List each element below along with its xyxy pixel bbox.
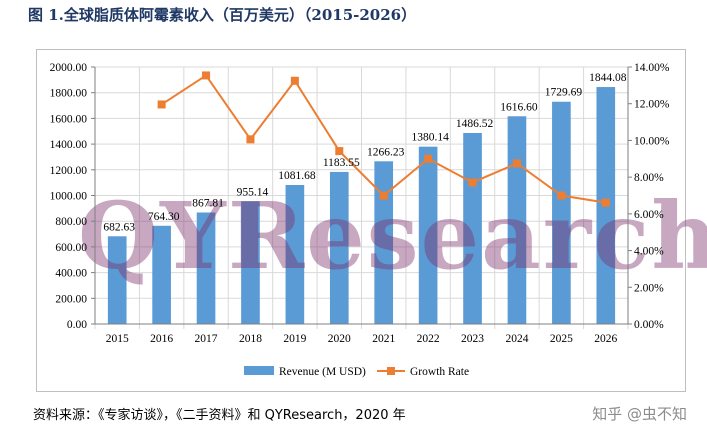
y-right-tick-label: 10.00%: [634, 135, 670, 147]
bar: [329, 171, 349, 324]
x-tick-label: 2020: [328, 333, 351, 345]
x-tick-label: 2021: [372, 333, 395, 345]
x-tick-label: 2022: [417, 333, 440, 345]
bar: [507, 116, 527, 324]
y-right-tick-label: 2.00%: [634, 282, 664, 294]
chart-title: 图 1.全球脂质体阿霉素收入（百万美元）（2015-2026）: [28, 6, 417, 24]
y-left-tick-label: 200.00: [55, 293, 87, 305]
legend-swatch-revenue: [244, 366, 274, 375]
x-tick-label: 2025: [550, 333, 573, 345]
bar-value-label: 955.14: [237, 186, 269, 198]
x-tick-label: 2024: [505, 333, 528, 345]
y-left-tick-label: 1600.00: [50, 113, 88, 125]
y-right-tick-label: 0.00%: [634, 319, 664, 331]
growth-rate-point: [335, 147, 344, 156]
watermark: QYResearch: [78, 182, 707, 290]
y-left-tick-label: 1200.00: [50, 165, 88, 177]
bar: [552, 101, 571, 324]
y-right-tick-label: 14.00%: [634, 62, 670, 74]
y-right-tick-label: 4.00%: [634, 246, 664, 258]
x-tick-label: 2015: [106, 333, 129, 345]
chart-frame: [36, 49, 686, 392]
growth-rate-point: [379, 191, 388, 200]
y-left-tick-label: 800.00: [55, 216, 87, 228]
legend-marker-growth: [387, 367, 395, 375]
y-left-tick-label: 1800.00: [50, 88, 88, 100]
y-left-tick-label: 1000.00: [50, 191, 88, 203]
bar-value-label: 867.81: [192, 197, 224, 209]
bar: [374, 161, 394, 324]
growth-rate-point: [424, 154, 433, 163]
y-left-tick-label: 1400.00: [50, 139, 88, 151]
y-left-tick-label: 400.00: [55, 268, 87, 280]
bar-value-label: 1486.52: [456, 118, 494, 130]
source-note: 资料来源：《专家访谈》，《二手资料》和 QYResearch，2020 年: [33, 408, 406, 423]
growth-rate-point: [290, 76, 299, 85]
growth-rate-point: [202, 71, 211, 80]
bar-value-label: 1380.14: [411, 132, 449, 144]
bar: [285, 185, 305, 324]
bar-value-label: 1183.55: [323, 157, 360, 169]
y-left-tick-label: 600.00: [55, 242, 87, 254]
x-tick-label: 2023: [461, 333, 484, 345]
y-right-tick-label: 12.00%: [634, 99, 670, 111]
bar-value-label: 1081.68: [278, 170, 316, 182]
growth-rate-point: [601, 198, 610, 207]
growth-rate-point: [512, 159, 521, 168]
growth-rate-point: [157, 100, 166, 109]
bar-value-label: 1844.08: [589, 72, 627, 84]
bar-value-label: 682.63: [103, 221, 135, 233]
y-left-tick-label: 0.00: [67, 319, 87, 331]
y-right-tick-label: 8.00%: [634, 172, 664, 184]
x-tick-label: 2017: [195, 333, 218, 345]
zhihu-credit: 知乎 @虫不知: [592, 405, 687, 423]
x-tick-label: 2018: [239, 333, 262, 345]
x-tick-label: 2016: [150, 333, 173, 345]
bar: [152, 225, 171, 324]
bar: [196, 212, 216, 324]
x-tick-label: 2026: [594, 333, 617, 345]
legend-label-growth: Growth Rate: [410, 366, 469, 378]
growth-rate-point: [468, 178, 477, 187]
growth-rate-point: [557, 191, 566, 200]
legend-label-revenue: Revenue (M USD): [279, 366, 366, 378]
bar-value-label: 1616.60: [500, 101, 538, 113]
bar-value-label: 1266.23: [367, 146, 405, 158]
y-left-tick-label: 2000.00: [50, 62, 88, 74]
bar: [241, 201, 260, 324]
y-right-tick-label: 6.00%: [634, 209, 664, 221]
bar-value-label: 1729.69: [545, 87, 583, 99]
bar: [418, 146, 438, 324]
bar: [107, 236, 127, 324]
bar-value-label: 764.30: [148, 211, 180, 223]
x-tick-label: 2019: [283, 333, 306, 345]
growth-rate-point: [246, 135, 255, 144]
